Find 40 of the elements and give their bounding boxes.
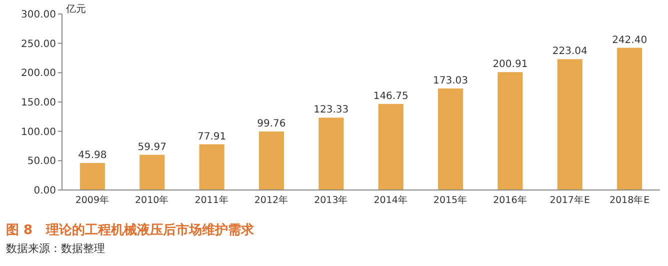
y-tick-label: 200.00 xyxy=(21,68,56,80)
data-label: 173.03 xyxy=(433,75,468,86)
bar xyxy=(378,104,404,190)
bar xyxy=(617,48,642,190)
data-label: 242.40 xyxy=(612,34,648,46)
x-tick-label: 2009年 xyxy=(75,194,110,206)
data-label: 146.75 xyxy=(373,90,408,102)
x-tick-label: 2013年 xyxy=(314,194,348,206)
y-tick-label: 150.00 xyxy=(21,98,56,108)
bar xyxy=(438,88,464,190)
data-label: 59.97 xyxy=(138,142,166,153)
x-tick-label: 2017年E xyxy=(550,194,590,206)
x-tick-label: 2016年 xyxy=(493,194,528,206)
x-tick-label: 2012年 xyxy=(254,194,289,206)
data-label: 99.76 xyxy=(257,118,286,130)
x-tick-label: 2014年 xyxy=(374,194,408,206)
x-tick-label: 2011年 xyxy=(194,194,229,206)
y-tick-label: 250.00 xyxy=(21,38,56,50)
text: 图 8 理论的工程机械液压后市场维护需求 xyxy=(6,222,256,238)
bar xyxy=(258,131,284,190)
data-label: 223.04 xyxy=(552,46,588,58)
bar xyxy=(498,72,523,190)
bar xyxy=(557,59,582,190)
source-note: 数据来源：数据整理 xyxy=(6,242,105,255)
data-label: 200.91 xyxy=(492,59,528,70)
x-tick-label: 2010年 xyxy=(135,194,170,206)
y-tick-label: 50.00 xyxy=(27,156,56,168)
data-label: 45.98 xyxy=(78,150,107,162)
x-tick-label: 2018年E xyxy=(609,194,650,206)
y-tick-label: 0.00 xyxy=(34,186,56,196)
y-axis-title: 亿元 xyxy=(65,4,86,15)
bar xyxy=(80,163,105,190)
data-label: 77.91 xyxy=(197,131,226,142)
bar xyxy=(140,154,165,190)
bar xyxy=(318,118,344,190)
y-tick-label: 300.00 xyxy=(21,10,56,20)
x-tick-label: 2015年 xyxy=(433,194,468,206)
y-tick-label: 100.00 xyxy=(21,126,56,138)
data-label: 123.33 xyxy=(314,104,349,116)
bar xyxy=(199,144,224,190)
